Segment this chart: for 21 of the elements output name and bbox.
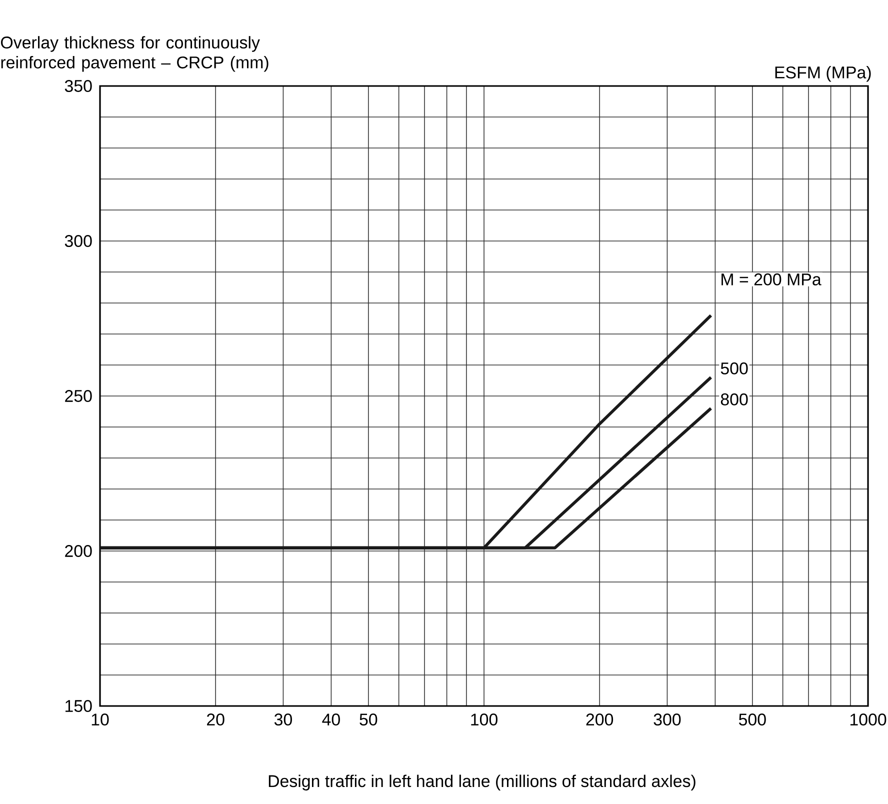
x-tick-label: 30 (274, 714, 292, 726)
x-tick-label: 10 (92, 714, 109, 726)
series-label: 500 (720, 362, 748, 374)
x-tick-label: 40 (322, 714, 340, 726)
series-label: M = 200 MPa (722, 273, 822, 286)
x-tick-label: 100 (471, 714, 498, 726)
legend-title: ESFM (MPa) (775, 66, 871, 82)
y-tick-label: 300 (64, 234, 92, 247)
y-tick-label: 350 (64, 80, 92, 92)
x-tick-label: 1000 (850, 714, 886, 726)
y-tick-label: 250 (65, 390, 92, 402)
x-tick-label: 50 (360, 714, 378, 726)
x-tick-label: 500 (738, 714, 766, 726)
x-tick-label: 20 (207, 714, 224, 726)
y-tick-label: 150 (66, 700, 92, 712)
series-label: 800 (720, 393, 748, 406)
y-axis-title: Overlay thickness for continuously reinforced pavement – CRCP (mm) (0, 36, 268, 72)
x-tick-label: 200 (586, 714, 614, 726)
x-tick-label: 300 (654, 714, 681, 726)
x-axis-title: Design traffic in left hand lane (millions of standard axles) (268, 774, 696, 790)
y-tick-label: 200 (65, 545, 92, 557)
